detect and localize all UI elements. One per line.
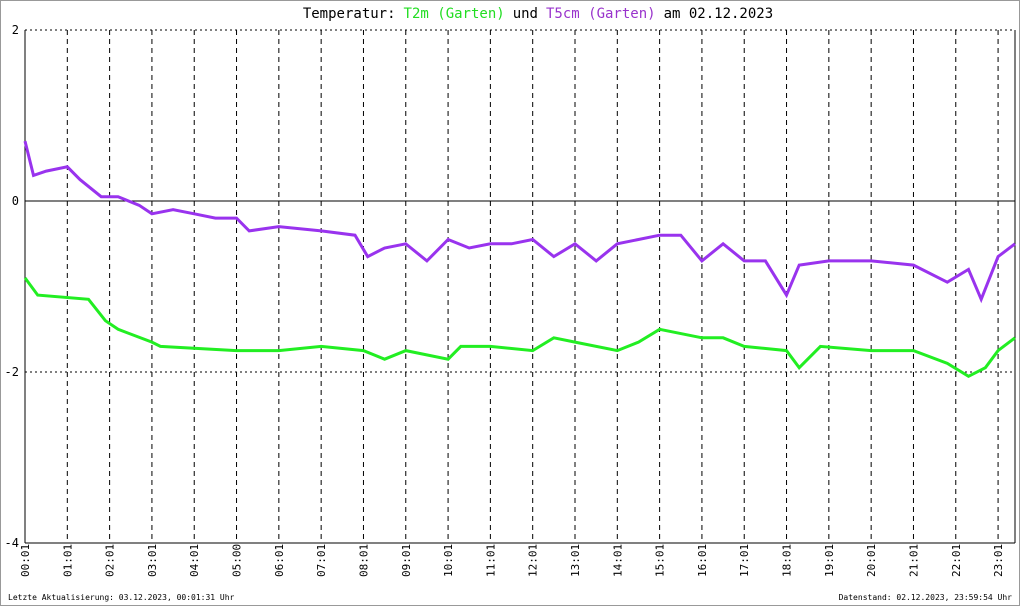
series-line: [23, 277, 1016, 379]
title-part: Temperatur:: [303, 6, 396, 22]
x-tick-label: 14:01: [611, 544, 624, 577]
x-tick-label: 09:01: [400, 544, 413, 577]
x-tick-label: 10:01: [442, 544, 455, 577]
x-tick-label: 04:01: [188, 544, 201, 577]
chart-title: Temperatur: T2m (Garten) und T5cm (Garten) a…: [303, 6, 773, 22]
x-tick-label: 13:01: [569, 544, 582, 577]
x-tick-label: 06:01: [273, 544, 286, 577]
x-tick-label: 15:01: [654, 544, 667, 577]
y-tick-label: -4: [5, 536, 19, 550]
x-tick-label: 17:01: [738, 544, 751, 577]
footer-left: Letzte Aktualisierung: 03.12.2023, 00:01…: [8, 593, 235, 602]
y-tick-label: 0: [12, 194, 19, 208]
x-tick-label: 21:01: [907, 544, 920, 577]
x-tick-label: 23:01: [992, 544, 1005, 577]
series-line: [23, 140, 1016, 304]
x-tick-label: 16:01: [696, 544, 709, 577]
x-tick-label: 00:01: [19, 544, 32, 577]
x-tick-label: 20:01: [865, 544, 878, 577]
title-part: T5cm (Garten): [546, 6, 656, 22]
x-tick-label: 22:01: [950, 544, 963, 577]
y-tick-label: 2: [12, 23, 19, 37]
x-tick-label: 19:01: [823, 544, 836, 577]
title-part: und: [513, 6, 538, 22]
x-tick-label: 07:01: [315, 544, 328, 577]
x-tick-label: 18:01: [781, 544, 794, 577]
footer-right: Datenstand: 02.12.2023, 23:59:54 Uhr: [839, 593, 1013, 602]
x-tick-label: 11:01: [484, 544, 497, 577]
title-part: T2m (Garten): [404, 6, 505, 22]
title-part: am 02.12.2023: [664, 6, 774, 22]
x-tick-label: 08:01: [357, 544, 370, 577]
x-tick-label: 05:00: [231, 544, 244, 577]
y-tick-label: -2: [5, 365, 19, 379]
x-tick-label: 03:01: [146, 544, 159, 577]
x-tick-label: 01:01: [61, 544, 74, 577]
x-tick-label: 02:01: [104, 544, 117, 577]
x-tick-label: 12:01: [527, 544, 540, 577]
